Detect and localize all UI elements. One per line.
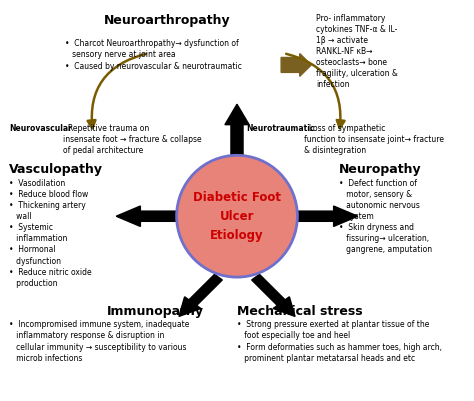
Text: Neurotraumatic: Neurotraumatic	[246, 124, 315, 133]
Text: Pro- inflammatory
cytokines TNF-α & IL-
1β → activate
RANKL-NF κB→
osteoclasts→ : Pro- inflammatory cytokines TNF-α & IL- …	[316, 14, 398, 89]
Text: Mechanical stress: Mechanical stress	[237, 305, 363, 318]
FancyArrowPatch shape	[286, 54, 345, 128]
Text: Diabetic Foot
Ulcer
Etiology: Diabetic Foot Ulcer Etiology	[193, 191, 281, 242]
Text: •  Strong pressure exerted at plantar tissue of the
   foot especially toe and h: • Strong pressure exerted at plantar tis…	[237, 320, 442, 363]
Text: Immunopathy: Immunopathy	[107, 305, 204, 318]
FancyArrow shape	[225, 104, 249, 155]
Text: Neuroarthropathy: Neuroarthropathy	[104, 14, 231, 27]
Text: Neurovascular: Neurovascular	[9, 124, 72, 133]
FancyArrow shape	[281, 53, 311, 76]
Text: •  Charcot Neuroarthropathy→ dysfunction of
   sensory nerve at joint area
•  Ca: • Charcot Neuroarthropathy→ dysfunction …	[65, 39, 242, 71]
Text: Vasculopathy: Vasculopathy	[9, 163, 103, 176]
Ellipse shape	[177, 155, 297, 277]
FancyArrowPatch shape	[88, 54, 146, 128]
FancyArrow shape	[252, 274, 295, 316]
FancyArrow shape	[116, 206, 177, 227]
Text: •  Vasodilation
•  Reduce blood flow
•  Thickening artery
   wall
•  Systemic
  : • Vasodilation • Reduce blood flow • Thi…	[9, 179, 92, 288]
Text: : Loss of sympathetic
function to insensate joint→ fracture
& disintegration: : Loss of sympathetic function to insens…	[304, 124, 444, 155]
Text: •  Defect function of
   motor, sensory &
   autonomic nervous
   system
•  Skin: • Defect function of motor, sensory & au…	[339, 179, 432, 255]
FancyArrow shape	[297, 206, 358, 227]
Text: Neuropathy: Neuropathy	[339, 163, 422, 176]
FancyArrow shape	[179, 274, 222, 316]
Text: : Repetitive trauma on
insensate foot → fracture & collapse
of pedal architectur: : Repetitive trauma on insensate foot → …	[63, 124, 201, 155]
Text: •  Incompromised immune system, inadequate
   inflammatory response & disruption: • Incompromised immune system, inadequat…	[9, 320, 190, 363]
